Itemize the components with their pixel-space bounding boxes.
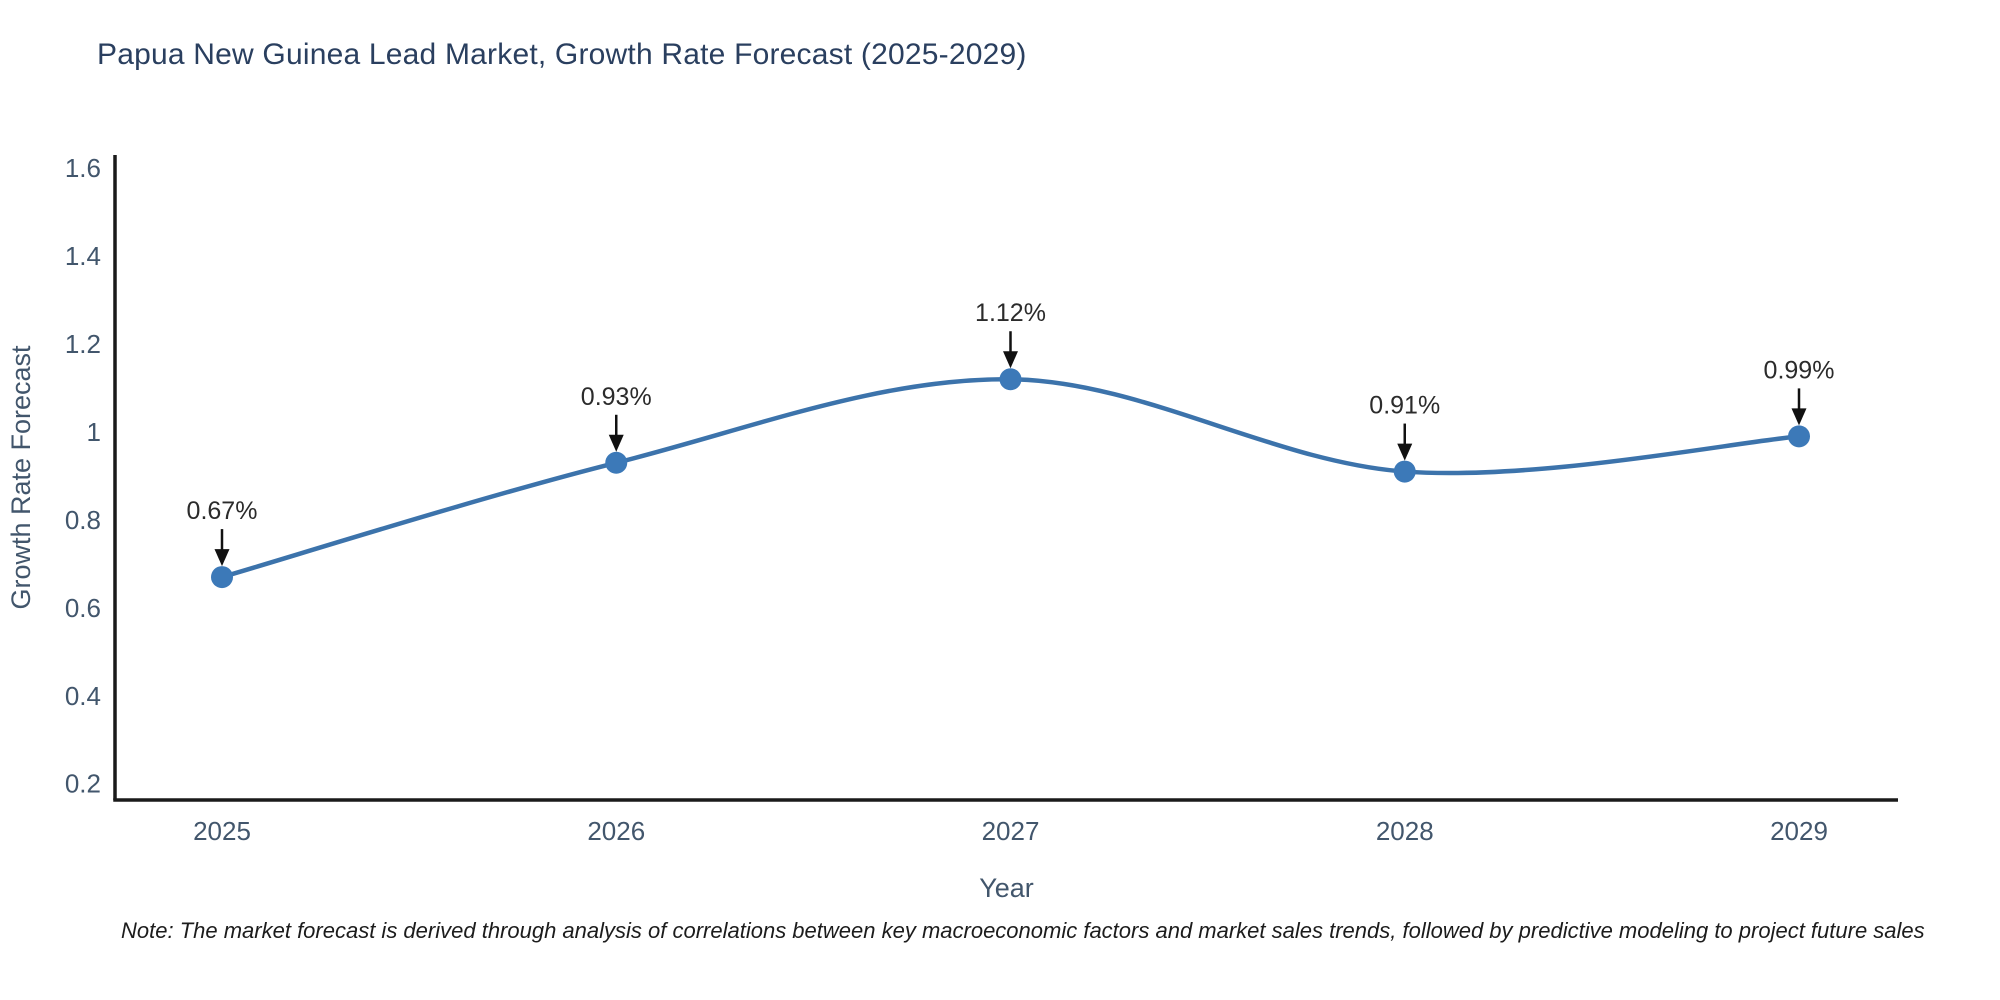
x-axis-title: Year [979, 873, 1034, 903]
data-point-label: 0.93% [581, 383, 652, 411]
data-point-marker [605, 451, 628, 474]
data-point-marker [999, 368, 1022, 391]
data-point-marker [211, 566, 233, 589]
data-point-label: 0.99% [1764, 356, 1835, 384]
y-tick-label: 0.4 [65, 681, 101, 711]
y-tick-label: 1.4 [65, 241, 101, 271]
data-point-label: 0.67% [187, 497, 258, 525]
chart-title: Papua New Guinea Lead Market, Growth Rat… [97, 38, 1027, 71]
data-point-marker [1788, 425, 1810, 448]
annotation-arrow-head [214, 549, 230, 567]
data-point-marker [1393, 460, 1416, 483]
annotation-arrow-head [1003, 351, 1018, 369]
footnote: Note: The market forecast is derived thr… [121, 918, 1925, 943]
y-tick-label: 1 [87, 417, 101, 447]
annotation-arrow-head [1397, 443, 1413, 461]
annotation-arrow-head [1791, 408, 1807, 426]
y-axis-title: Growth Rate Forecast [6, 345, 36, 610]
data-point-label: 0.91% [1369, 392, 1440, 420]
y-tick-label: 0.8 [65, 505, 101, 535]
y-tick-label: 1.2 [65, 329, 101, 359]
forecast-line [219, 376, 1802, 580]
x-tick-label: 2026 [587, 816, 645, 846]
x-tick-label: 2029 [1770, 816, 1828, 846]
data-point-label: 1.12% [975, 299, 1046, 327]
x-tick-label: 2027 [982, 816, 1040, 846]
x-tick-label: 2028 [1376, 816, 1434, 846]
y-tick-label: 0.6 [65, 593, 101, 623]
annotation-arrow-head [608, 434, 624, 452]
y-tick-label: 0.2 [65, 769, 101, 799]
y-tick-label: 1.6 [65, 153, 101, 183]
x-tick-label: 2025 [193, 816, 251, 846]
